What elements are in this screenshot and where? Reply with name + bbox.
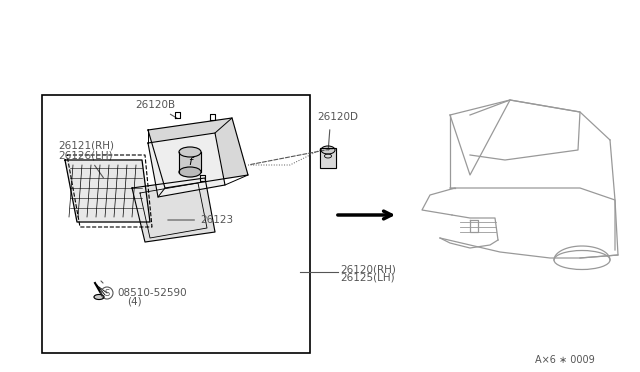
Ellipse shape	[179, 147, 201, 157]
Ellipse shape	[321, 146, 335, 154]
Ellipse shape	[94, 295, 104, 299]
Text: 26121(RH): 26121(RH)	[58, 140, 114, 150]
Text: 26120D: 26120D	[317, 112, 358, 122]
Text: (4): (4)	[127, 297, 141, 307]
Bar	[320, 148, 336, 168]
Text: 26120(RH): 26120(RH)	[340, 264, 396, 274]
Polygon shape	[132, 178, 215, 242]
Text: A×6 ∗ 0009: A×6 ∗ 0009	[535, 355, 595, 365]
Text: 26126(LH): 26126(LH)	[58, 150, 113, 160]
Bar	[320, 148, 336, 168]
Text: 08510-52590: 08510-52590	[117, 288, 187, 298]
Text: f: f	[188, 157, 192, 167]
Text: 26123: 26123	[168, 215, 233, 225]
Bar	[42, 95, 310, 353]
Text: 26120B: 26120B	[135, 100, 178, 119]
Text: 26125(LH): 26125(LH)	[340, 273, 395, 283]
Polygon shape	[179, 152, 201, 172]
Text: S: S	[104, 289, 109, 298]
Ellipse shape	[179, 167, 201, 177]
Polygon shape	[148, 118, 248, 188]
Polygon shape	[148, 133, 225, 197]
Polygon shape	[65, 160, 150, 222]
